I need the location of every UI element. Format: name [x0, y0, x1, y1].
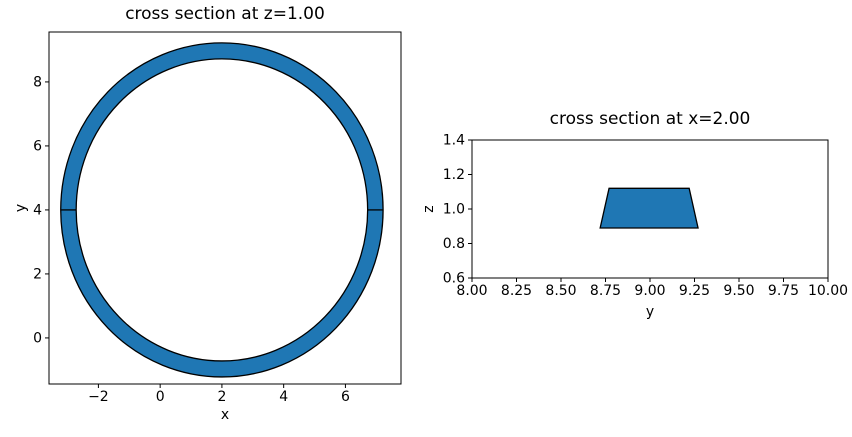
left-plot-xlabel: x — [220, 407, 230, 423]
right-plot-xlabel: y — [645, 304, 655, 320]
right-plot-ylabel: z — [421, 205, 437, 213]
y-tick-label: 2 — [33, 267, 42, 283]
x-tick-label: 6 — [341, 389, 350, 405]
x-tick-label: 8.50 — [545, 283, 576, 299]
right-plot-title: cross section at x=2.00 — [549, 109, 751, 129]
left-plot-title: cross section at z=1.00 — [125, 4, 325, 24]
axes-background — [49, 32, 401, 384]
y-tick-label: 0.8 — [443, 236, 465, 252]
x-tick-label: 9.50 — [723, 283, 754, 299]
x-tick-label: 9.00 — [634, 283, 665, 299]
x-tick-label: 9.25 — [679, 283, 710, 299]
y-tick-label: 6 — [33, 139, 42, 155]
polygon-shape — [599, 187, 699, 229]
y-tick-label: 1.0 — [443, 202, 465, 218]
plot-area — [60, 42, 384, 378]
y-tick-label: 1.4 — [443, 133, 465, 149]
axes-spine — [48, 31, 402, 385]
x-tick-label: 4 — [279, 389, 288, 405]
y-tick-label: 1.2 — [443, 167, 465, 183]
y-tick-label: 0.6 — [443, 271, 465, 287]
x-tick-label: 10.00 — [808, 283, 848, 299]
y-tick-label: 0 — [33, 331, 42, 347]
y-tick-label: 4 — [33, 203, 42, 219]
x-tick-label: 8.75 — [590, 283, 621, 299]
left-plot-ylabel: y — [13, 203, 29, 213]
x-tick-label: 0 — [156, 389, 165, 405]
x-tick-label: −2 — [88, 389, 109, 405]
x-tick-label: 8.25 — [501, 283, 532, 299]
x-tick-label: 2 — [217, 389, 226, 405]
plot-area — [599, 187, 699, 229]
x-tick-label: 9.75 — [768, 283, 799, 299]
y-tick-label: 8 — [33, 75, 42, 91]
x-tick-label: 8.00 — [456, 283, 487, 299]
